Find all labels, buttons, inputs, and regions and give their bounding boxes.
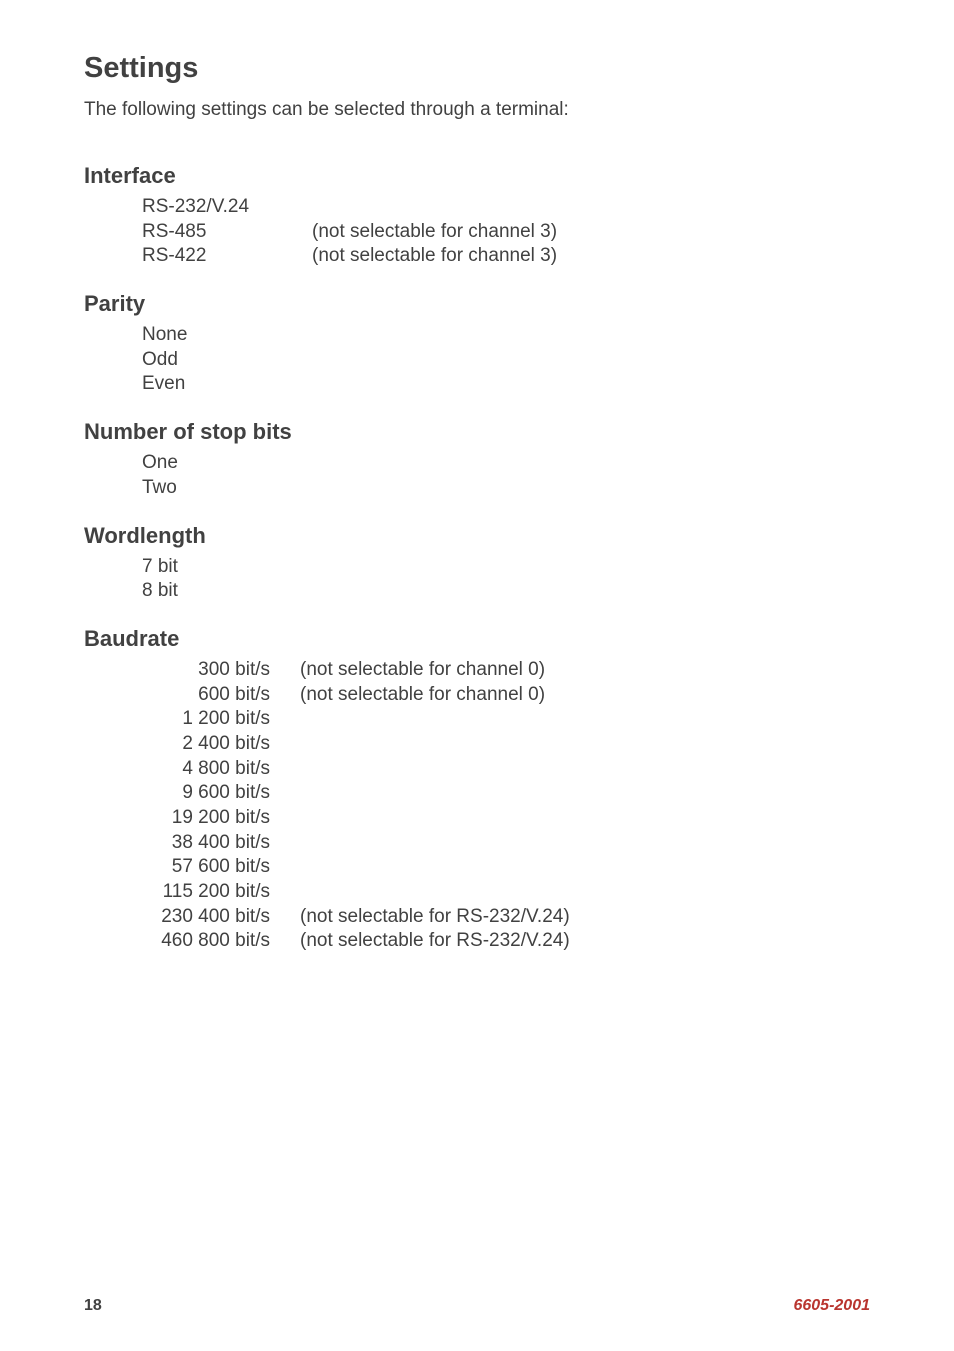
parity-label: Even bbox=[142, 372, 185, 397]
baudrate-label: 460 800 bit/s bbox=[142, 929, 300, 954]
baudrate-note: (not selectable for RS-232/V.24) bbox=[300, 929, 870, 954]
section-stopbits: Number of stop bits One Two bbox=[84, 419, 870, 500]
baudrate-label: 115 200 bit/s bbox=[142, 880, 300, 905]
list-item: 300 bit/s (not selectable for channel 0) bbox=[142, 658, 870, 683]
list-item: 4 800 bit/s bbox=[142, 757, 870, 782]
section-wordlength: Wordlength 7 bit 8 bit bbox=[84, 523, 870, 604]
list-item: Two bbox=[142, 476, 870, 501]
page-number: 18 bbox=[84, 1297, 102, 1315]
list-item: RS-422 (not selectable for channel 3) bbox=[142, 244, 870, 269]
list-item: 9 600 bit/s bbox=[142, 781, 870, 806]
wordlength-label: 8 bit bbox=[142, 579, 178, 604]
section-baudrate: Baudrate 300 bit/s (not selectable for c… bbox=[84, 626, 870, 954]
baudrate-note bbox=[300, 855, 870, 880]
stopbits-label: Two bbox=[142, 476, 177, 501]
wordlength-label: 7 bit bbox=[142, 555, 178, 580]
baudrate-label: 2 400 bit/s bbox=[142, 732, 300, 757]
list-item: 38 400 bit/s bbox=[142, 831, 870, 856]
doc-id: 6605-2001 bbox=[793, 1297, 870, 1315]
baudrate-note bbox=[300, 732, 870, 757]
parity-label: None bbox=[142, 323, 187, 348]
list-item: 460 800 bit/s (not selectable for RS-232… bbox=[142, 929, 870, 954]
interface-label: RS-422 bbox=[142, 244, 312, 269]
page-footer: 18 6605-2001 bbox=[84, 1297, 870, 1315]
list-item: 19 200 bit/s bbox=[142, 806, 870, 831]
list-item: 57 600 bit/s bbox=[142, 855, 870, 880]
baudrate-note bbox=[300, 781, 870, 806]
list-item: 8 bit bbox=[142, 579, 870, 604]
list-item: Even bbox=[142, 372, 870, 397]
section-parity: Parity None Odd Even bbox=[84, 291, 870, 397]
list-item: 115 200 bit/s bbox=[142, 880, 870, 905]
baudrate-note bbox=[300, 831, 870, 856]
baudrate-note bbox=[300, 707, 870, 732]
parity-rows: None Odd Even bbox=[84, 323, 870, 397]
baudrate-label: 1 200 bit/s bbox=[142, 707, 300, 732]
section-heading-parity: Parity bbox=[84, 291, 870, 317]
lead-paragraph: The following settings can be selected t… bbox=[84, 99, 870, 121]
interface-note: (not selectable for channel 3) bbox=[312, 244, 870, 269]
stopbits-rows: One Two bbox=[84, 451, 870, 500]
section-heading-baudrate: Baudrate bbox=[84, 626, 870, 652]
baudrate-label: 38 400 bit/s bbox=[142, 831, 300, 856]
baudrate-note bbox=[300, 880, 870, 905]
baudrate-note: (not selectable for RS-232/V.24) bbox=[300, 905, 870, 930]
wordlength-rows: 7 bit 8 bit bbox=[84, 555, 870, 604]
baudrate-label: 300 bit/s bbox=[142, 658, 300, 683]
stopbits-label: One bbox=[142, 451, 178, 476]
list-item: 600 bit/s (not selectable for channel 0) bbox=[142, 683, 870, 708]
interface-label: RS-232/V.24 bbox=[142, 195, 312, 220]
interface-note bbox=[312, 195, 870, 220]
list-item: 7 bit bbox=[142, 555, 870, 580]
baudrate-label: 9 600 bit/s bbox=[142, 781, 300, 806]
baudrate-note bbox=[300, 806, 870, 831]
list-item: RS-232/V.24 bbox=[142, 195, 870, 220]
interface-note: (not selectable for channel 3) bbox=[312, 220, 870, 245]
baudrate-label: 19 200 bit/s bbox=[142, 806, 300, 831]
baudrate-label: 57 600 bit/s bbox=[142, 855, 300, 880]
baudrate-label: 4 800 bit/s bbox=[142, 757, 300, 782]
list-item: Odd bbox=[142, 348, 870, 373]
baudrate-note: (not selectable for channel 0) bbox=[300, 683, 870, 708]
interface-rows: RS-232/V.24 RS-485 (not selectable for c… bbox=[84, 195, 870, 269]
page: Settings The following settings can be s… bbox=[0, 0, 954, 1351]
baudrate-rows: 300 bit/s (not selectable for channel 0)… bbox=[84, 658, 870, 954]
baudrate-note bbox=[300, 757, 870, 782]
list-item: 1 200 bit/s bbox=[142, 707, 870, 732]
list-item: 230 400 bit/s (not selectable for RS-232… bbox=[142, 905, 870, 930]
list-item: 2 400 bit/s bbox=[142, 732, 870, 757]
section-heading-wordlength: Wordlength bbox=[84, 523, 870, 549]
section-interface: Interface RS-232/V.24 RS-485 (not select… bbox=[84, 163, 870, 269]
parity-label: Odd bbox=[142, 348, 178, 373]
list-item: One bbox=[142, 451, 870, 476]
baudrate-label: 230 400 bit/s bbox=[142, 905, 300, 930]
interface-label: RS-485 bbox=[142, 220, 312, 245]
page-title: Settings bbox=[84, 52, 870, 85]
list-item: None bbox=[142, 323, 870, 348]
baudrate-note: (not selectable for channel 0) bbox=[300, 658, 870, 683]
baudrate-label: 600 bit/s bbox=[142, 683, 300, 708]
section-heading-interface: Interface bbox=[84, 163, 870, 189]
section-heading-stopbits: Number of stop bits bbox=[84, 419, 870, 445]
list-item: RS-485 (not selectable for channel 3) bbox=[142, 220, 870, 245]
